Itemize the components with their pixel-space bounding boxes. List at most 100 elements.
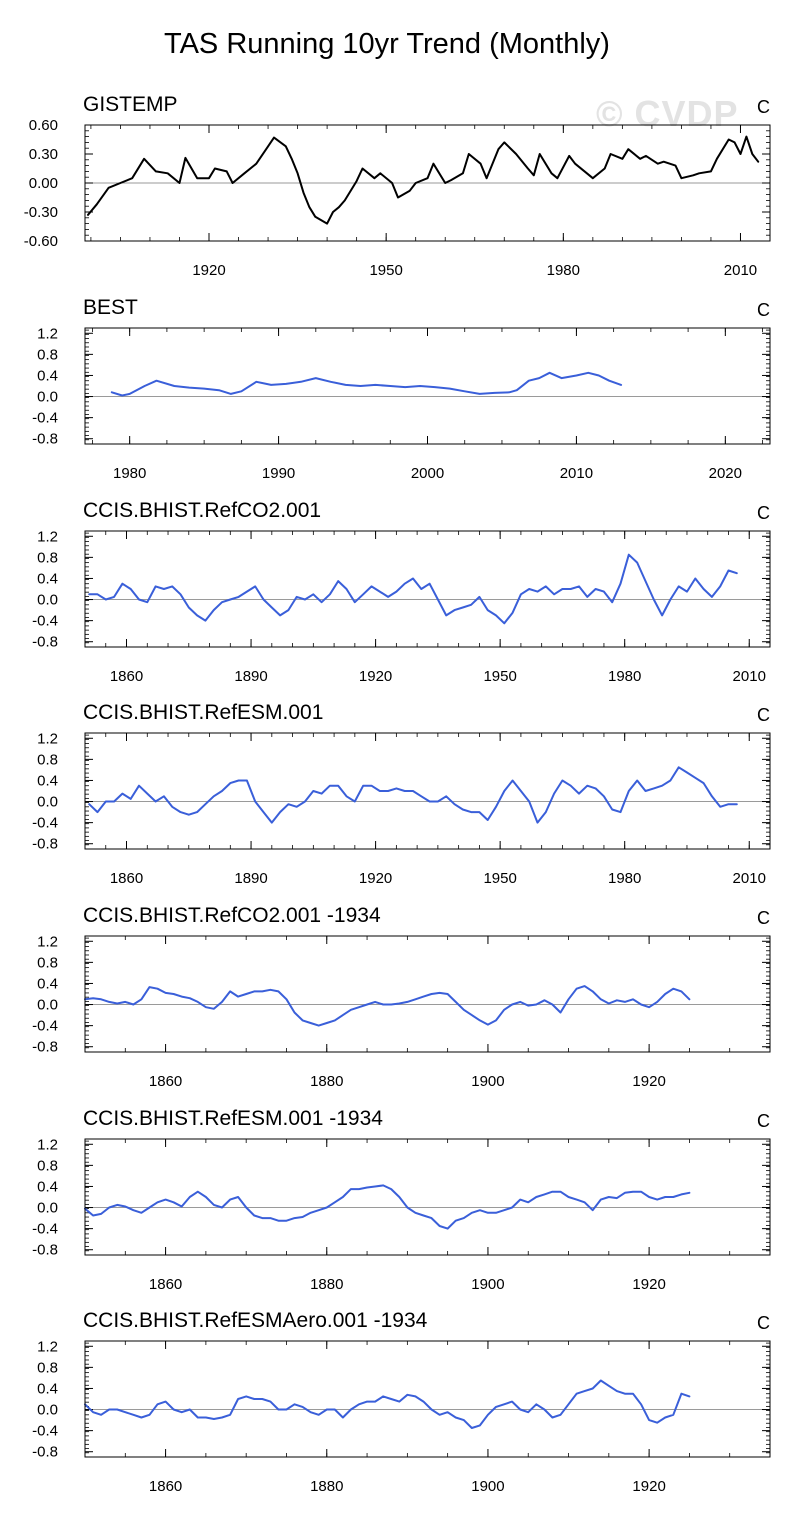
y-tick-label: 0.60 xyxy=(29,117,58,134)
series-line xyxy=(84,1379,691,1429)
x-tick-label: 1980 xyxy=(547,262,580,279)
y-tick-label: 1.2 xyxy=(37,730,58,747)
chart-panel-6: CCIS.BHIST.RefESM.001 -1934 C -0.8 -0.4 0.0 0… xyxy=(32,1107,771,1293)
chart-title: GISTEMP xyxy=(83,93,178,116)
y-tick-label: 0.00 xyxy=(29,175,58,192)
chart-title: CCIS.BHIST.RefESMAero.001 -1934 xyxy=(83,1309,428,1332)
y-tick-label: 0.4 xyxy=(37,367,58,384)
x-tick-label: 1980 xyxy=(608,668,641,685)
x-tick-label: 1920 xyxy=(359,668,392,685)
y-tick-label: -0.30 xyxy=(24,204,58,221)
chart-title: CCIS.BHIST.RefCO2.001 xyxy=(83,499,321,522)
plot-frame xyxy=(84,935,771,1053)
y-tick-label: -0.8 xyxy=(32,836,58,853)
chart-title: CCIS.BHIST.RefESM.001 -1934 xyxy=(83,1107,383,1130)
y-tick-label: 0.8 xyxy=(37,346,58,363)
x-tick-label: 1990 xyxy=(262,465,295,482)
y-tick-label: 0.0 xyxy=(37,1402,58,1419)
x-tick-label: 1860 xyxy=(110,668,143,685)
chart-panel-5: CCIS.BHIST.RefCO2.001 -1934 C -0.8 -0.4 0.0 0… xyxy=(32,904,771,1090)
x-tick-label: 1950 xyxy=(483,668,516,685)
y-tick-label: 0.4 xyxy=(37,975,58,992)
chart-panel-4: CCIS.BHIST.RefESM.001 C -0.8 -0.4 0.0 0.4 0.8 1… xyxy=(32,701,771,887)
units-label: C xyxy=(757,1313,770,1333)
x-tick-label: 1890 xyxy=(234,870,267,887)
plot-frame xyxy=(84,1138,771,1256)
y-tick-label: -0.4 xyxy=(32,1423,58,1440)
units-label: C xyxy=(757,908,770,928)
x-tick-label: 1920 xyxy=(632,1073,665,1090)
chart-panel-1: GISTEMP C -0.60 -0.30 0.00 0.30 0.60 1920 1950 19… xyxy=(24,93,771,279)
units-label: C xyxy=(757,300,770,320)
x-tick-label: 1880 xyxy=(310,1073,343,1090)
y-tick-label: 1.2 xyxy=(37,325,58,342)
x-tick-label: 1890 xyxy=(234,668,267,685)
chart-title: CCIS.BHIST.RefCO2.001 -1934 xyxy=(83,904,381,927)
series-line xyxy=(87,135,760,225)
x-tick-label: 2020 xyxy=(709,465,742,482)
y-tick-label: -0.4 xyxy=(32,815,58,832)
chart-title: CCIS.BHIST.RefESM.001 xyxy=(83,701,323,724)
page-title: TAS Running 10yr Trend (Monthly) xyxy=(164,28,610,60)
x-tick-label: 1980 xyxy=(608,870,641,887)
chart-panel-2: BEST C -0.8 -0.4 0.0 0.4 0.8 1.2 1980 1990 2000 201… xyxy=(32,296,771,482)
series-line xyxy=(84,985,691,1027)
y-tick-label: 0.8 xyxy=(37,1359,58,1376)
y-tick-label: 0.30 xyxy=(29,146,58,163)
x-tick-label: 2000 xyxy=(411,465,444,482)
chart-panel-3: CCIS.BHIST.RefCO2.001 C -0.8 -0.4 0.0 0.4 0.8 1… xyxy=(32,499,771,685)
x-tick-label: 1980 xyxy=(113,465,146,482)
y-tick-label: 0.4 xyxy=(37,1380,58,1397)
y-tick-label: -0.4 xyxy=(32,410,58,427)
x-tick-label: 2010 xyxy=(733,668,766,685)
x-tick-label: 1880 xyxy=(310,1276,343,1293)
series-line xyxy=(84,1184,691,1230)
y-tick-label: -0.8 xyxy=(32,431,58,448)
x-tick-label: 1860 xyxy=(149,1073,182,1090)
x-tick-label: 1950 xyxy=(483,870,516,887)
units-label: C xyxy=(757,503,770,523)
y-tick-label: -0.8 xyxy=(32,634,58,651)
y-tick-label: 1.2 xyxy=(37,933,58,950)
plot-frame xyxy=(84,327,771,445)
y-tick-label: -0.4 xyxy=(32,1221,58,1238)
y-tick-label: 0.8 xyxy=(37,1157,58,1174)
plot-frame xyxy=(84,732,771,850)
chart-panel-7: CCIS.BHIST.RefESMAero.001 -1934 C -0.8 -0.4… xyxy=(32,1309,771,1495)
y-tick-label: -0.8 xyxy=(32,1039,58,1056)
y-tick-label: -0.4 xyxy=(32,1018,58,1035)
y-tick-label: 0.4 xyxy=(37,772,58,789)
y-tick-label: -0.8 xyxy=(32,1444,58,1461)
plot-frame xyxy=(84,124,771,242)
units-label: C xyxy=(757,1111,770,1131)
y-tick-label: 0.8 xyxy=(37,549,58,566)
x-tick-label: 1900 xyxy=(471,1478,504,1495)
y-tick-label: -0.8 xyxy=(32,1242,58,1259)
y-tick-label: 0.0 xyxy=(37,592,58,609)
x-tick-label: 1920 xyxy=(632,1276,665,1293)
y-tick-label: -0.60 xyxy=(24,233,58,250)
cvdp-watermark: © CVDP xyxy=(596,93,739,134)
x-tick-label: 1880 xyxy=(310,1478,343,1495)
y-tick-label: 0.4 xyxy=(37,570,58,587)
y-tick-label: 0.0 xyxy=(37,997,58,1014)
x-tick-label: 2010 xyxy=(733,870,766,887)
plot-frame xyxy=(84,1340,771,1458)
y-tick-label: -0.4 xyxy=(32,613,58,630)
series-line xyxy=(110,371,623,397)
x-tick-label: 1920 xyxy=(192,262,225,279)
y-tick-label: 1.2 xyxy=(37,528,58,545)
y-tick-label: 0.8 xyxy=(37,751,58,768)
y-tick-label: 0.0 xyxy=(37,1200,58,1217)
series-line xyxy=(88,553,738,625)
plot-frame xyxy=(84,530,771,648)
units-label: C xyxy=(757,97,770,117)
y-tick-label: 0.4 xyxy=(37,1178,58,1195)
y-tick-label: 0.0 xyxy=(37,794,58,811)
x-tick-label: 1860 xyxy=(110,870,143,887)
x-tick-label: 1860 xyxy=(149,1478,182,1495)
chart-title: BEST xyxy=(83,296,138,319)
x-tick-label: 1950 xyxy=(369,262,402,279)
x-tick-label: 1920 xyxy=(632,1478,665,1495)
x-tick-label: 1900 xyxy=(471,1276,504,1293)
